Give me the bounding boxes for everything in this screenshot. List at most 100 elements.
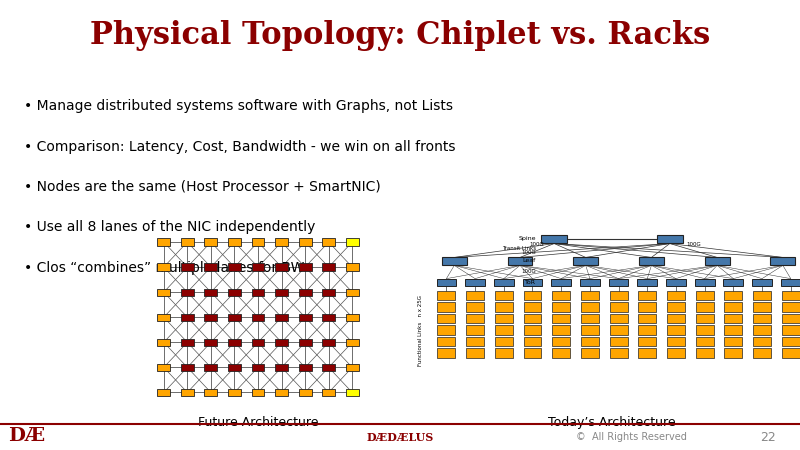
FancyBboxPatch shape — [322, 339, 335, 346]
FancyBboxPatch shape — [437, 279, 456, 286]
FancyBboxPatch shape — [346, 364, 358, 371]
FancyBboxPatch shape — [667, 302, 685, 312]
Text: • Manage distributed systems software with Graphs, not Lists: • Manage distributed systems software wi… — [24, 99, 453, 113]
Text: 100G: 100G — [686, 242, 701, 247]
FancyBboxPatch shape — [523, 348, 542, 358]
FancyBboxPatch shape — [551, 279, 571, 286]
FancyBboxPatch shape — [251, 263, 265, 271]
FancyBboxPatch shape — [610, 337, 627, 346]
FancyBboxPatch shape — [495, 337, 513, 346]
Text: 22: 22 — [760, 431, 776, 444]
FancyBboxPatch shape — [753, 291, 771, 301]
FancyBboxPatch shape — [322, 288, 335, 296]
FancyBboxPatch shape — [523, 314, 542, 324]
FancyBboxPatch shape — [442, 257, 466, 266]
FancyBboxPatch shape — [275, 238, 288, 246]
FancyBboxPatch shape — [694, 279, 714, 286]
Text: Today’s Architecture: Today’s Architecture — [548, 416, 676, 429]
FancyBboxPatch shape — [346, 339, 358, 346]
FancyBboxPatch shape — [438, 348, 455, 358]
FancyBboxPatch shape — [438, 314, 455, 324]
FancyBboxPatch shape — [638, 337, 656, 346]
FancyBboxPatch shape — [638, 314, 656, 324]
FancyBboxPatch shape — [298, 288, 311, 296]
FancyBboxPatch shape — [298, 238, 311, 246]
Text: • Clos “combines” multiple lanes for BW: • Clos “combines” multiple lanes for BW — [24, 261, 304, 275]
FancyBboxPatch shape — [638, 279, 657, 286]
FancyBboxPatch shape — [346, 238, 358, 246]
FancyBboxPatch shape — [298, 364, 311, 371]
FancyBboxPatch shape — [782, 314, 800, 324]
FancyBboxPatch shape — [552, 291, 570, 301]
FancyBboxPatch shape — [158, 364, 170, 371]
FancyBboxPatch shape — [574, 257, 598, 266]
FancyBboxPatch shape — [438, 291, 455, 301]
FancyBboxPatch shape — [228, 364, 241, 371]
FancyBboxPatch shape — [181, 364, 194, 371]
FancyBboxPatch shape — [581, 314, 599, 324]
FancyBboxPatch shape — [181, 389, 194, 396]
FancyBboxPatch shape — [495, 325, 513, 335]
FancyBboxPatch shape — [581, 291, 599, 301]
FancyBboxPatch shape — [541, 235, 567, 243]
FancyBboxPatch shape — [251, 339, 265, 346]
Text: Physical Topology: Chiplet vs. Racks: Physical Topology: Chiplet vs. Racks — [90, 20, 710, 51]
FancyBboxPatch shape — [667, 337, 685, 346]
FancyBboxPatch shape — [610, 325, 627, 335]
FancyBboxPatch shape — [466, 314, 484, 324]
FancyBboxPatch shape — [275, 339, 288, 346]
FancyBboxPatch shape — [696, 337, 714, 346]
FancyBboxPatch shape — [552, 325, 570, 335]
FancyBboxPatch shape — [696, 302, 714, 312]
FancyBboxPatch shape — [782, 337, 800, 346]
FancyBboxPatch shape — [466, 337, 484, 346]
FancyBboxPatch shape — [346, 389, 358, 396]
FancyBboxPatch shape — [638, 302, 656, 312]
FancyBboxPatch shape — [228, 314, 241, 321]
FancyBboxPatch shape — [205, 339, 218, 346]
FancyBboxPatch shape — [610, 291, 627, 301]
FancyBboxPatch shape — [495, 302, 513, 312]
FancyBboxPatch shape — [466, 348, 484, 358]
Text: 100G: 100G — [521, 250, 536, 255]
FancyBboxPatch shape — [639, 257, 664, 266]
FancyBboxPatch shape — [322, 389, 335, 396]
FancyBboxPatch shape — [298, 339, 311, 346]
FancyBboxPatch shape — [725, 337, 742, 346]
FancyBboxPatch shape — [251, 314, 265, 321]
Text: DÆDÆLUS: DÆDÆLUS — [366, 432, 434, 443]
FancyBboxPatch shape — [438, 337, 455, 346]
FancyBboxPatch shape — [205, 263, 218, 271]
FancyBboxPatch shape — [638, 348, 656, 358]
FancyBboxPatch shape — [581, 348, 599, 358]
FancyBboxPatch shape — [581, 337, 599, 346]
FancyBboxPatch shape — [205, 314, 218, 321]
FancyBboxPatch shape — [228, 339, 241, 346]
FancyBboxPatch shape — [495, 314, 513, 324]
FancyBboxPatch shape — [507, 257, 533, 266]
FancyBboxPatch shape — [495, 291, 513, 301]
FancyBboxPatch shape — [782, 302, 800, 312]
FancyBboxPatch shape — [158, 339, 170, 346]
FancyBboxPatch shape — [275, 364, 288, 371]
FancyBboxPatch shape — [610, 314, 627, 324]
FancyBboxPatch shape — [696, 325, 714, 335]
FancyBboxPatch shape — [667, 348, 685, 358]
Text: 100G: 100G — [530, 242, 545, 247]
FancyBboxPatch shape — [781, 279, 800, 286]
FancyBboxPatch shape — [552, 337, 570, 346]
FancyBboxPatch shape — [552, 348, 570, 358]
FancyBboxPatch shape — [205, 389, 218, 396]
FancyBboxPatch shape — [181, 288, 194, 296]
Text: 100G: 100G — [521, 269, 536, 274]
Text: • Use all 8 lanes of the NIC independently: • Use all 8 lanes of the NIC independent… — [24, 220, 315, 234]
FancyBboxPatch shape — [158, 288, 170, 296]
FancyBboxPatch shape — [251, 364, 265, 371]
FancyBboxPatch shape — [552, 302, 570, 312]
FancyBboxPatch shape — [753, 337, 771, 346]
FancyBboxPatch shape — [494, 279, 514, 286]
FancyBboxPatch shape — [322, 364, 335, 371]
FancyBboxPatch shape — [581, 325, 599, 335]
FancyBboxPatch shape — [158, 314, 170, 321]
FancyBboxPatch shape — [275, 389, 288, 396]
